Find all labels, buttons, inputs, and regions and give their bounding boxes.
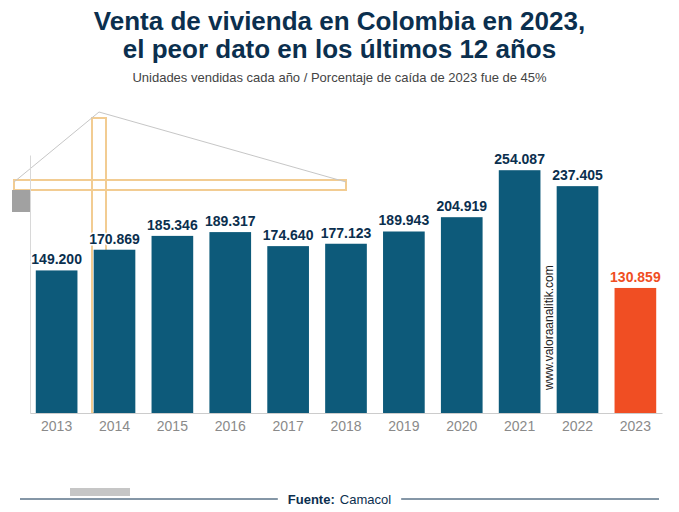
bar bbox=[152, 236, 194, 413]
bar bbox=[383, 231, 425, 413]
data-label: 237.405 bbox=[552, 167, 603, 183]
data-label: 189.317 bbox=[205, 213, 256, 229]
source-rule bbox=[401, 499, 659, 500]
data-label: 170.869 bbox=[89, 231, 140, 247]
source-label: Fuente: bbox=[288, 492, 335, 507]
x-tick: 2013 bbox=[41, 413, 72, 434]
data-label: 177.123 bbox=[321, 225, 372, 241]
x-tick-label: 2016 bbox=[215, 418, 246, 434]
y-axis bbox=[30, 156, 31, 414]
x-tick: 2017 bbox=[273, 413, 304, 434]
x-tick: 2016 bbox=[215, 413, 246, 434]
data-labels: 149.200 170.869 185.346 189.317 174.640 177.1… bbox=[31, 151, 661, 285]
source-text: Camacol bbox=[340, 492, 391, 507]
bar bbox=[441, 217, 483, 413]
x-tick-label: 2014 bbox=[99, 418, 130, 434]
title: Venta de vivienda en Colombia en 2023, bbox=[94, 6, 585, 36]
x-axis: 2013 2014 2015 2016 2017 2018 2019 2020 2021 2022… bbox=[31, 413, 663, 434]
x-tick-label: 2019 bbox=[388, 418, 419, 434]
data-label: 185.346 bbox=[147, 217, 198, 233]
data-label: 130.859 bbox=[610, 269, 661, 285]
title: el peor dato en los últimos 12 años bbox=[123, 34, 556, 64]
source-rule bbox=[20, 499, 278, 500]
x-tick: 2018 bbox=[330, 413, 361, 434]
watermark: www.valoraanalitik.com bbox=[542, 265, 556, 391]
x-tick-label: 2023 bbox=[620, 418, 651, 434]
x-tick-label: 2022 bbox=[562, 418, 593, 434]
x-tick: 2023 bbox=[620, 413, 651, 434]
x-tick: 2021 bbox=[504, 413, 535, 434]
subtitle: Unidades vendidas cada año / Porcentaje … bbox=[132, 70, 547, 85]
bar bbox=[499, 170, 541, 413]
x-tick: 2015 bbox=[157, 413, 188, 434]
bar bbox=[94, 250, 136, 413]
bar bbox=[36, 270, 78, 413]
x-tick-label: 2021 bbox=[504, 418, 535, 434]
bar bbox=[209, 232, 251, 413]
data-label: 254.087 bbox=[494, 151, 545, 167]
x-tick: 2022 bbox=[562, 413, 593, 434]
chart: Venta de vivienda en Colombia en 2023,el… bbox=[0, 0, 679, 512]
x-tick-label: 2020 bbox=[446, 418, 477, 434]
x-tick-label: 2013 bbox=[41, 418, 72, 434]
x-tick: 2019 bbox=[388, 413, 419, 434]
x-tick: 2020 bbox=[446, 413, 477, 434]
data-label: 204.919 bbox=[436, 198, 487, 214]
x-tick-label: 2017 bbox=[273, 418, 304, 434]
crane-decoration bbox=[12, 112, 346, 496]
title-group: Venta de vivienda en Colombia en 2023,el… bbox=[94, 6, 585, 64]
bar bbox=[557, 186, 599, 413]
data-label: 189.943 bbox=[379, 212, 430, 228]
bar bbox=[267, 246, 309, 413]
y-axis-line bbox=[30, 156, 31, 414]
bar bbox=[325, 244, 367, 413]
data-label: 174.640 bbox=[263, 227, 314, 243]
data-label: 149.200 bbox=[31, 251, 82, 267]
x-axis-line bbox=[31, 413, 663, 414]
bar bbox=[615, 288, 657, 413]
source: Fuente: Camacol bbox=[20, 492, 659, 507]
x-tick: 2014 bbox=[99, 413, 130, 434]
bars bbox=[36, 170, 656, 413]
x-tick-label: 2015 bbox=[157, 418, 188, 434]
x-tick-label: 2018 bbox=[330, 418, 361, 434]
